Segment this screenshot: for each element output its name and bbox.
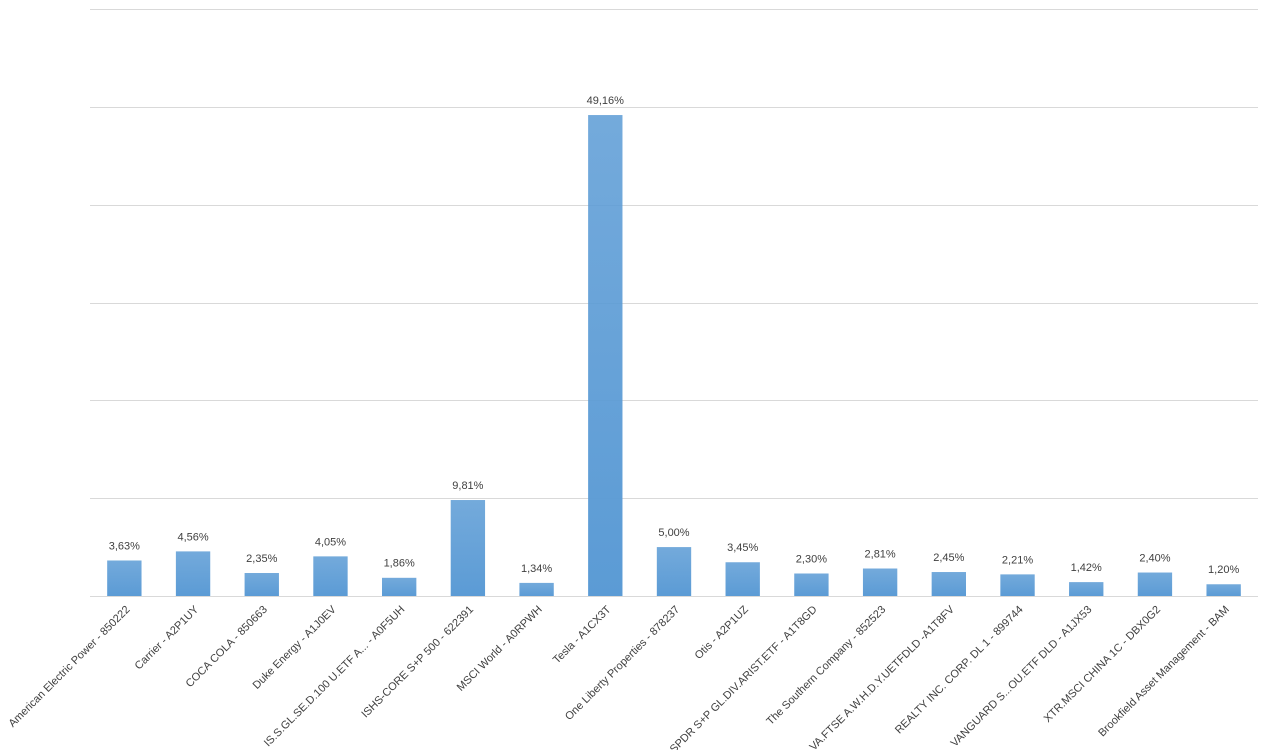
value-label: 2,35% — [246, 553, 277, 565]
bar — [862, 568, 898, 596]
value-label: 2,30% — [796, 553, 827, 565]
x-tick-label: Tesla - A1CX3T — [551, 603, 614, 666]
bar — [382, 577, 417, 596]
x-tick-label: ISHS-CORE S+P 500 - 622391 — [359, 604, 476, 721]
bar — [1000, 574, 1035, 596]
value-label: 3,63% — [109, 540, 140, 552]
value-label: 2,45% — [933, 552, 964, 564]
x-tick-label: IS.S.GL.SE.D.100 U.ETF A... - A0F5UH — [262, 604, 408, 750]
value-label: 3,45% — [727, 542, 758, 554]
x-tick-label: XTR.MSCI CHINA 1C - DBX0G2 — [1042, 604, 1163, 725]
bar — [725, 562, 760, 596]
bar — [107, 560, 142, 596]
bar — [175, 551, 211, 596]
value-label: 49,16% — [587, 95, 625, 107]
value-label: 5,00% — [658, 527, 689, 539]
bar — [519, 582, 554, 596]
bar — [244, 573, 279, 596]
bar — [588, 115, 623, 596]
bar — [450, 500, 486, 596]
value-label: 2,81% — [865, 548, 896, 560]
bar — [1069, 582, 1104, 596]
x-tick-label: Carrier - A2P1UY — [133, 603, 202, 672]
value-label: 2,21% — [1002, 554, 1033, 566]
bar — [313, 556, 348, 596]
x-tick-label: VA.FTSE A.W.H.D.Y.UETFDLD -A1T8FV — [807, 603, 957, 750]
value-label: 1,34% — [521, 563, 552, 575]
bar — [1137, 572, 1173, 596]
x-tick-label: VANGUARD S...OU.ETF DLD - A1JX53 — [949, 604, 1095, 750]
value-label: 1,42% — [1071, 562, 1102, 574]
value-label: 9,81% — [452, 480, 483, 492]
bar — [1206, 584, 1241, 596]
x-tick-label: REALTY INC. CORP. DL 1 - 899744 — [893, 604, 1026, 737]
bar — [931, 572, 966, 596]
x-tick-label: Brookfield Asset Management - BAM — [1096, 604, 1232, 740]
bar — [794, 573, 829, 596]
x-tick-label: Otis - A2P1UZ — [693, 603, 751, 661]
x-tick-label: The Southern Company - 852523 — [764, 604, 888, 728]
value-label: 2,40% — [1139, 552, 1170, 564]
x-tick-label: One Liberty Properties - 878237 — [563, 604, 682, 723]
value-label: 1,86% — [384, 558, 415, 570]
value-label: 1,20% — [1208, 564, 1239, 576]
x-tick-label: American Electric Power - 850222 — [6, 604, 132, 730]
bar — [656, 547, 692, 596]
value-label: 4,56% — [177, 531, 208, 543]
value-label: 4,05% — [315, 536, 346, 548]
x-tick-label: SPDR S+P GL.DIV.ARIST.ETF - A1T8GD — [668, 604, 820, 750]
